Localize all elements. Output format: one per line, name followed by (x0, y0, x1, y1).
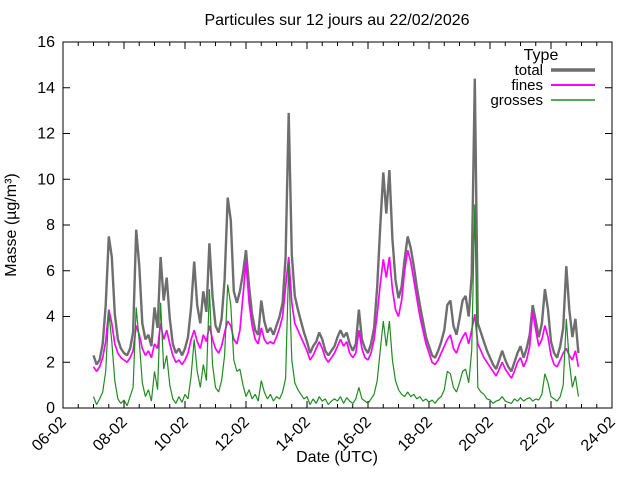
y-tick-label: 8 (46, 217, 55, 234)
legend-label-grosses: grosses (490, 92, 543, 109)
series-line-grosses (92, 204, 579, 406)
x-tick-label: 20-02 (456, 414, 497, 455)
y-axis-label: Masse (µg/m³) (3, 173, 20, 276)
chart-title: Particules sur 12 jours au 22/02/2026 (204, 12, 469, 29)
y-tick-label: 12 (37, 126, 55, 143)
series-line-fines (92, 249, 580, 379)
legend: Type total fines grosses (490, 47, 595, 109)
y-tick-label: 2 (46, 354, 55, 371)
x-tick-label: 10-02 (151, 414, 192, 455)
legend-label-total: total (515, 62, 543, 79)
y-tick-label: 0 (46, 400, 55, 417)
legend-title: Type (524, 47, 559, 64)
legend-line-samples (551, 68, 595, 101)
y-tick-label: 14 (37, 80, 55, 97)
legend-label-fines: fines (511, 77, 543, 94)
x-axis-label: Date (UTC) (296, 449, 378, 466)
y-tick-label: 6 (46, 263, 55, 280)
y-tick-label: 10 (37, 171, 55, 188)
data-series (92, 78, 580, 406)
x-tick-label: 24-02 (578, 414, 619, 455)
y-tick-label: 4 (46, 309, 55, 326)
x-tick-label: 08-02 (90, 414, 131, 455)
x-tick-label: 18-02 (395, 414, 436, 455)
y-axis-ticks: 0 2 4 6 8 10 12 14 16 (37, 34, 612, 417)
x-tick-label: 22-02 (517, 414, 558, 455)
series-line-total (92, 78, 580, 373)
x-tick-label: 06-02 (29, 414, 70, 455)
x-tick-label: 12-02 (212, 414, 253, 455)
y-tick-label: 16 (37, 34, 55, 51)
